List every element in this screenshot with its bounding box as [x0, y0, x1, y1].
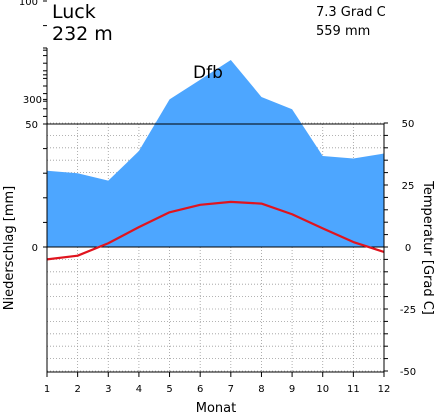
x-tick-label: 10	[316, 384, 329, 395]
temperature-line	[46, 200, 385, 261]
left-tick-label: 0	[32, 243, 38, 254]
right-tick-label: -25	[400, 305, 416, 316]
x-tick-label: 9	[289, 384, 295, 395]
precipitation-area	[47, 60, 384, 247]
x-tick-label: 4	[136, 384, 142, 395]
x-tick-label: 11	[347, 384, 360, 395]
right-tick-label: 25	[402, 181, 415, 192]
left-upper-tick-label: 300	[23, 95, 42, 106]
station-name: Luck	[52, 1, 96, 23]
x-axis-title: Monat	[196, 401, 236, 415]
x-tick-label: 1	[44, 384, 50, 395]
plot-frame	[46, 123, 385, 373]
x-tick-label: 5	[166, 384, 172, 395]
x-tick-label: 6	[197, 384, 203, 395]
left-tick-label: 50	[25, 120, 38, 131]
annual-precipitation: 559 mm	[316, 24, 370, 39]
x-tick-label: 2	[74, 384, 80, 395]
right-tick-label: -50	[400, 367, 416, 378]
y-axis-title-left: Niederschlag [mm]	[2, 186, 17, 311]
mean-temperature: 7.3 Grad C	[316, 5, 386, 20]
left-tick-label: 100	[19, 0, 38, 8]
x-tick-label: 3	[105, 384, 111, 395]
station-elevation: 232 m	[52, 23, 113, 45]
y-axis-title-right: Temperatur [Grad C]	[420, 180, 435, 315]
x-tick-label: 8	[258, 384, 264, 395]
right-tick-label: 50	[402, 119, 415, 130]
x-tick-label: 7	[228, 384, 234, 395]
data-layer	[46, 60, 385, 261]
right-tick-label: 0	[405, 243, 411, 254]
x-tick-label: 12	[378, 384, 391, 395]
climate-class: Dfb	[193, 63, 223, 83]
